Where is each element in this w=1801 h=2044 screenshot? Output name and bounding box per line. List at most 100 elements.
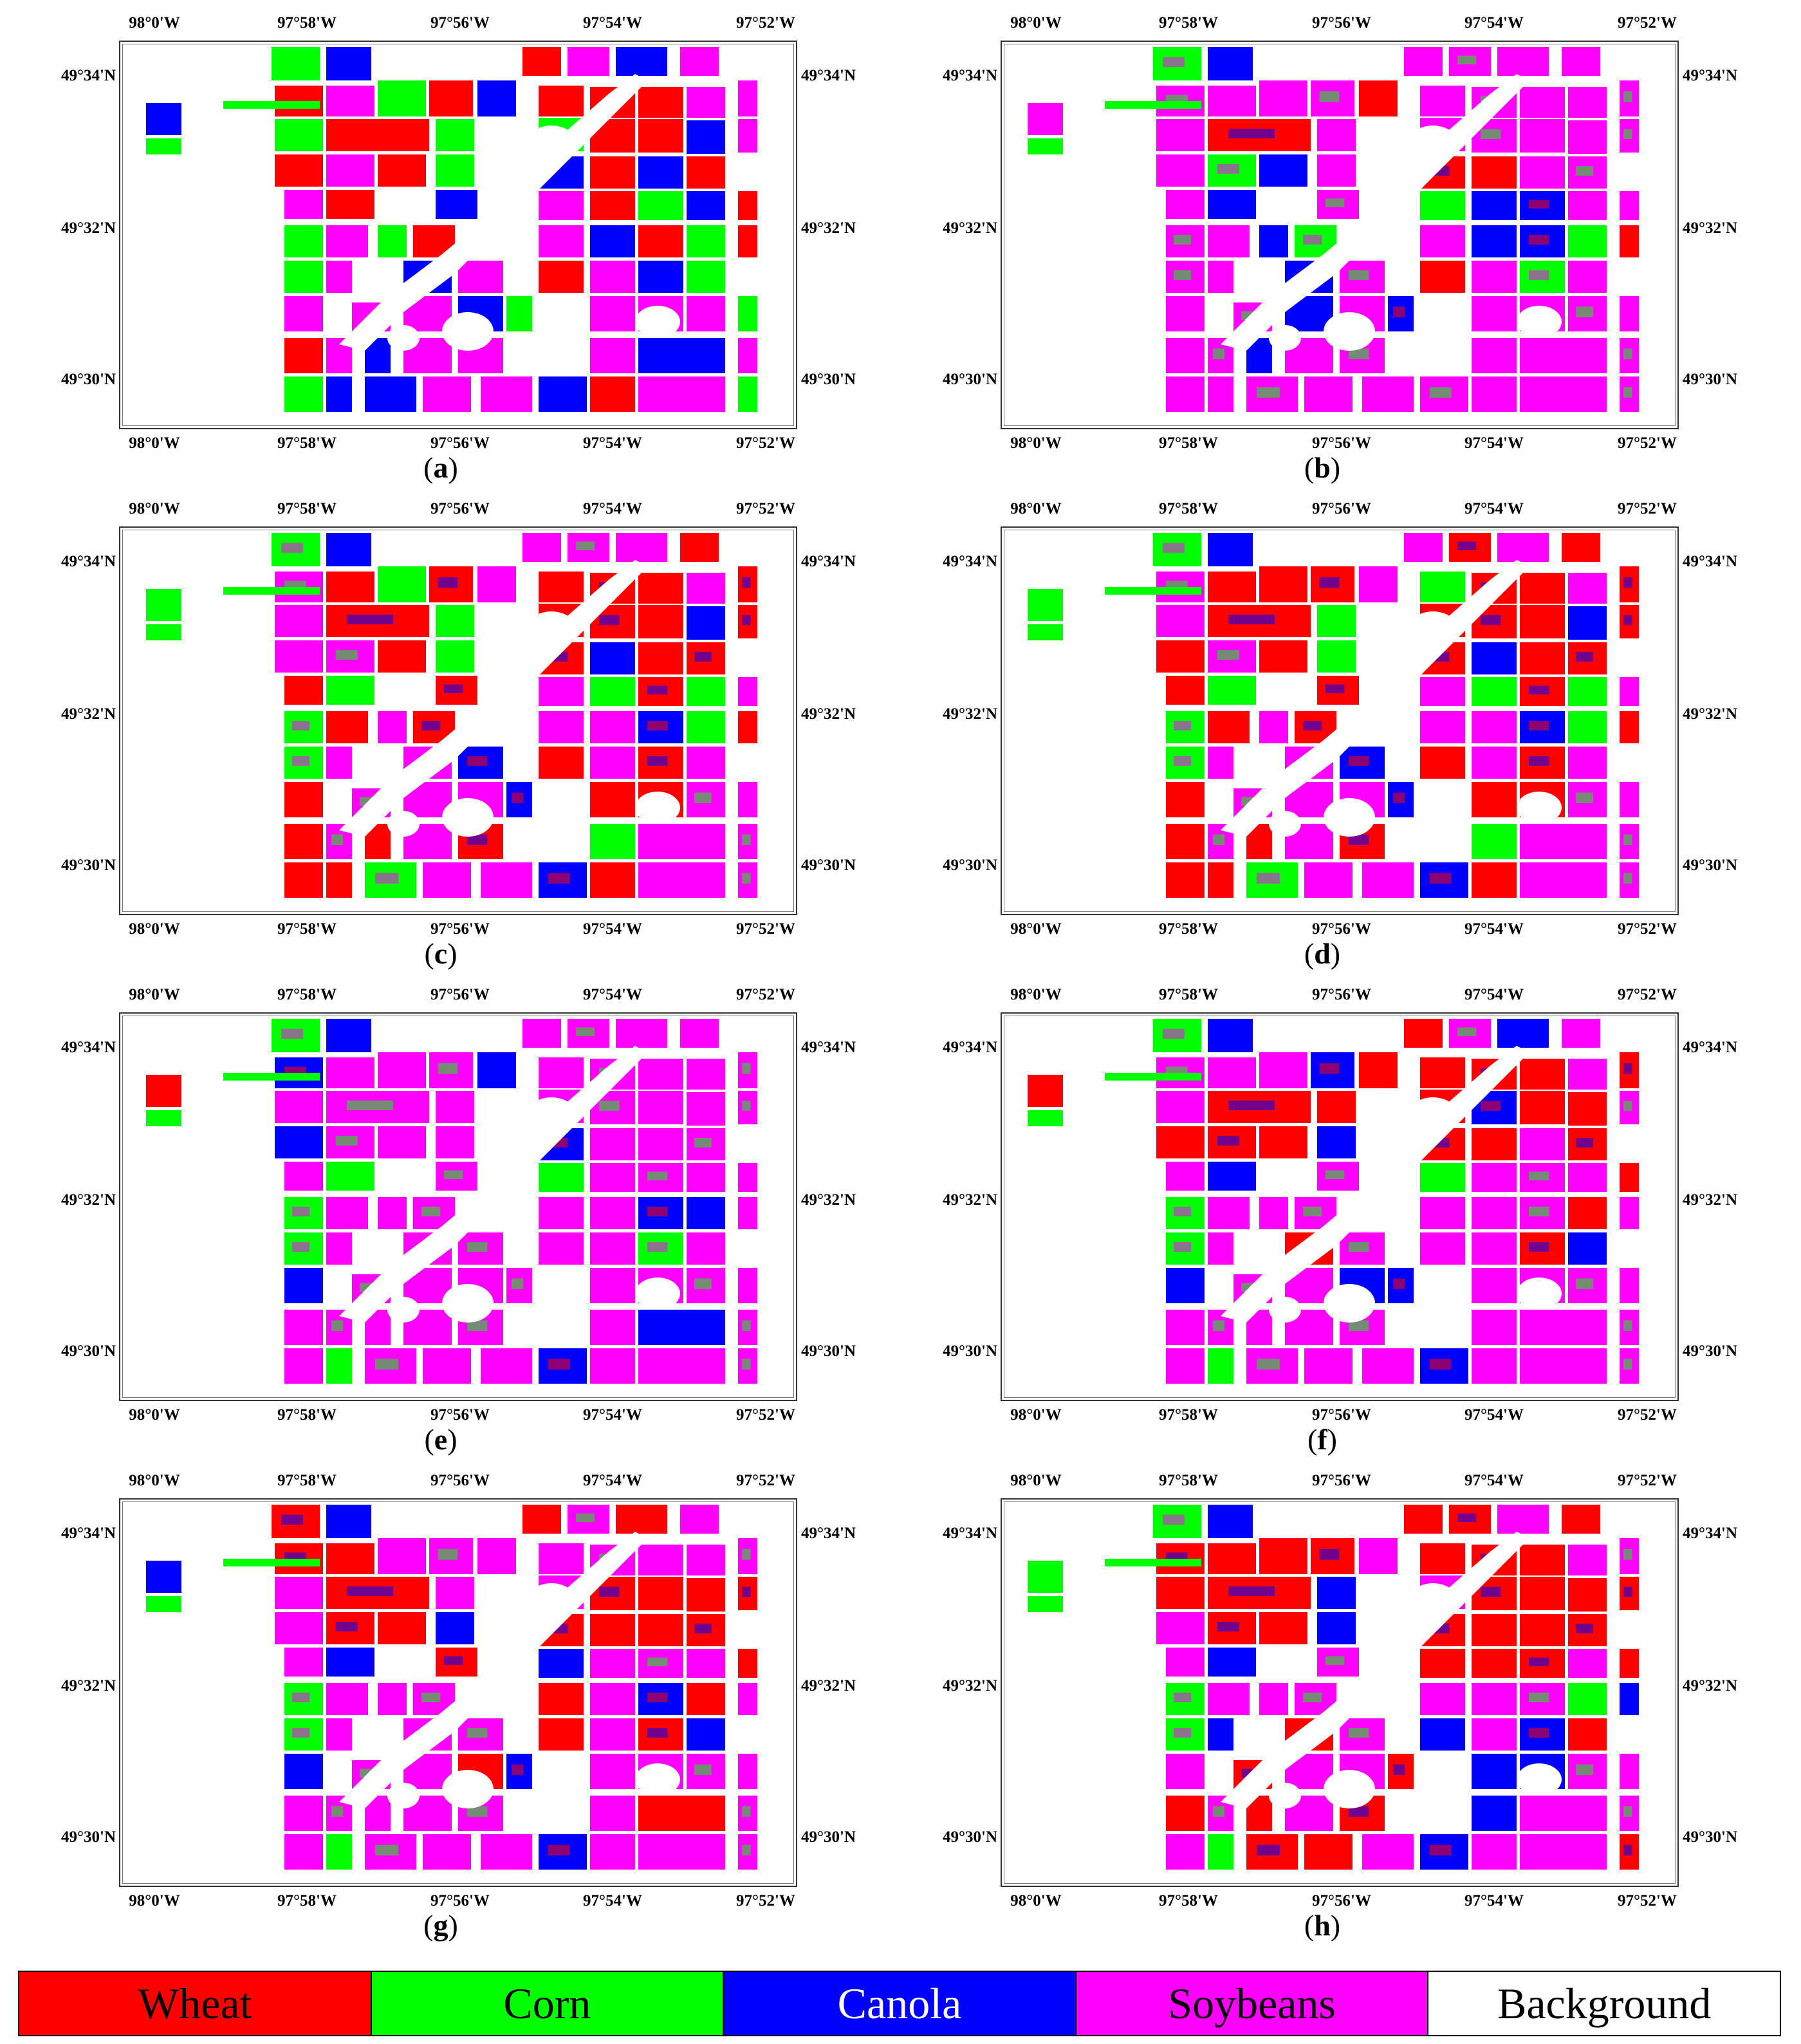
map-canvas [146,1019,757,1384]
crop-field [284,1310,323,1345]
crop-field [539,1543,584,1574]
crop-field [326,1683,368,1715]
crop-field [539,1163,584,1192]
crop-field [284,1348,323,1384]
crop-field [1520,156,1565,189]
classification-map [1001,526,1679,915]
misclassified-patch [742,1586,751,1597]
crop-field [687,225,725,257]
crop-field [1208,1162,1256,1191]
misclassified-patch [421,1207,441,1216]
panel-label-open: ( [423,451,434,484]
crop-field [284,261,323,293]
crop-field [326,1543,374,1574]
lon-tick-top: 98°0'W [129,1472,180,1489]
lon-tick-top: 97°54'W [583,1472,642,1489]
crop-field [326,261,352,293]
crop-field [1259,1126,1307,1158]
crop-field [1156,1126,1205,1158]
misclassified-patch [1349,1806,1369,1817]
misclassified-patch [512,792,523,803]
crop-field [1317,605,1356,637]
background-gap [635,1278,680,1310]
misclassified-patch [1529,1728,1549,1738]
crop-field [275,154,323,187]
crop-field [146,1561,181,1593]
lon-tick-bottom: 97°54'W [583,920,642,938]
misclassified-patch [548,873,570,884]
crop-field [1028,1596,1063,1612]
misclassified-patch [1457,55,1477,64]
background-gap [526,1097,577,1136]
panel-label-letter: a [433,451,448,484]
lon-tick-top: 97°54'W [1464,1472,1524,1489]
misclassified-patch [694,792,712,803]
map-canvas [1028,533,1639,898]
crop-field [687,1163,725,1192]
panel-label: (e) [0,1422,882,1456]
crop-field [1520,87,1565,118]
lon-tick-bottom: 97°56'W [430,1406,490,1424]
misclassified-patch [742,1101,751,1111]
crop-field [1472,156,1517,189]
crop-field [1259,566,1307,602]
crop-field [378,1197,407,1229]
crop-field [539,711,584,743]
misclassified-patch [742,1063,751,1074]
lat-tick-left: 49°32'N [61,219,116,237]
misclassified-patch [1529,685,1549,694]
legend-soybeans-label: Soybeans [1168,1978,1336,2028]
crop-field [590,1163,635,1192]
lat-tick-right: 49°32'N [1683,705,1737,723]
lon-tick-top: 98°0'W [129,986,180,1003]
map-panel-e: 98°0'W 98°0'W 97°58'W 97°58'W 97°56'W 97°56'W… [0,972,882,1458]
legend-canola: Canola [724,1972,1076,2035]
panel-label: (b) [882,451,1763,485]
lat-tick-left: 49°34'N [943,1039,997,1056]
misclassified-patch [1213,1806,1224,1817]
lon-tick-top: 97°56'W [1312,1472,1371,1489]
lon-tick-bottom: 98°0'W [129,434,180,452]
lon-tick-bottom: 98°0'W [1010,1892,1062,1909]
misclassified-patch [292,1693,309,1702]
crop-field [1259,154,1307,187]
crop-field [539,261,584,293]
misclassified-patch [1325,1656,1345,1665]
misclassified-patch [1393,1278,1405,1289]
misclassified-patch [1303,1693,1322,1702]
misclassified-patch [512,1278,523,1289]
crop-field [436,1126,474,1158]
crop-field [1317,154,1356,187]
crop-field [1472,677,1517,706]
crop-field [378,225,407,257]
crop-field [680,1019,719,1048]
panel-label: (a) [0,451,882,485]
lon-tick-bottom: 98°0'W [1010,920,1062,938]
crop-field [738,338,757,373]
crop-field [638,376,725,412]
crop-field [1359,566,1398,602]
crop-field [1166,190,1205,219]
misclassified-patch [467,1806,488,1817]
classification-map [119,1498,797,1887]
misclassified-patch [1163,57,1185,68]
crop-field [326,1232,352,1265]
crop-field [1028,624,1063,640]
crop-field [1208,47,1253,80]
crop-field [1568,120,1607,154]
background-gap [1269,325,1301,351]
misclassified-patch [292,1242,309,1252]
crop-field [275,119,323,151]
crop-field [638,1310,725,1345]
lon-tick-bottom: 97°54'W [583,1892,642,1909]
lon-tick-bottom: 97°52'W [736,1406,795,1424]
crop-field [378,1683,407,1715]
crop-field [1620,711,1639,743]
misclassified-patch [281,543,303,553]
crop-field [146,1596,181,1612]
crop-field [423,1348,471,1384]
crop-field [477,1538,516,1574]
lon-tick-top: 97°54'W [583,14,642,32]
misclassified-patch [742,615,751,626]
crop-field [1472,1683,1517,1715]
